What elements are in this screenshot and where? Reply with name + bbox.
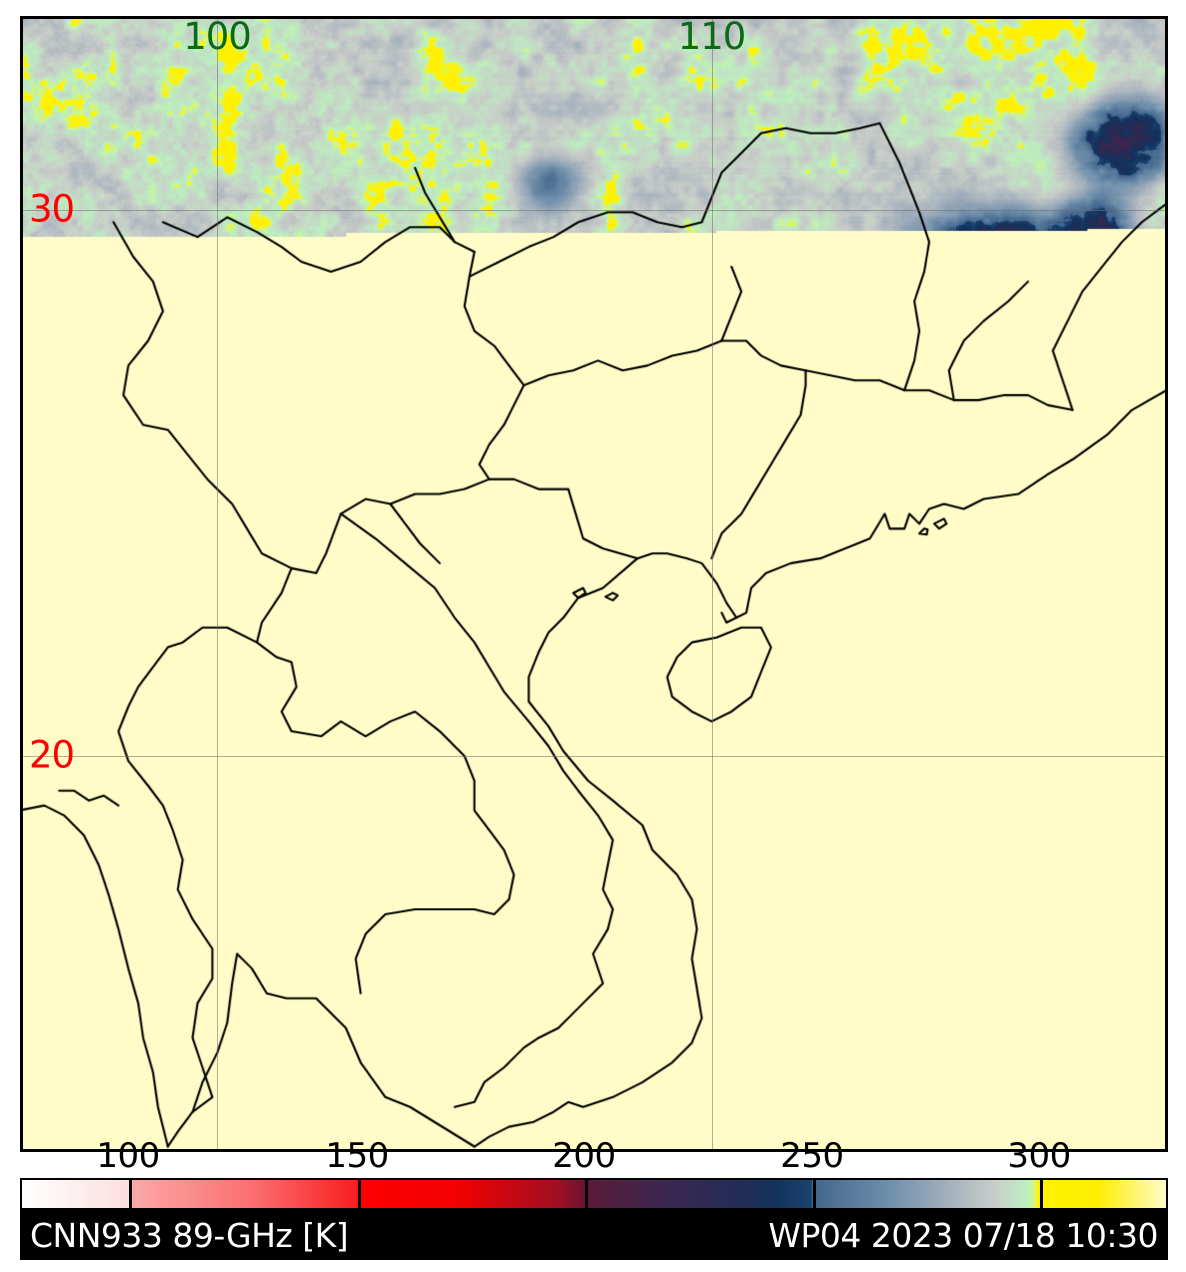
storm-timestamp-label: WP04 2023 07/18 10:30	[768, 1215, 1158, 1255]
map-panel[interactable]: 100 110 30 20	[20, 16, 1168, 1152]
colorbar-tick-200	[584, 1180, 588, 1208]
microwave-brightness-temperature-raster[interactable]	[23, 19, 1165, 1149]
footer-caption-bar: CNN933 89-GHz [K] WP04 2023 07/18 10:30	[20, 1210, 1168, 1260]
colorbar-gradient[interactable]	[20, 1178, 1168, 1210]
colorbar-tick-250	[812, 1180, 816, 1208]
colorbar-tick-300	[1039, 1180, 1043, 1208]
colorbar[interactable]: 100 150 200 250 300	[20, 1136, 1168, 1210]
product-label: CNN933 89-GHz [K]	[30, 1215, 349, 1255]
colorbar-tick-150	[357, 1180, 361, 1208]
colorbar-tick-100	[128, 1180, 132, 1208]
